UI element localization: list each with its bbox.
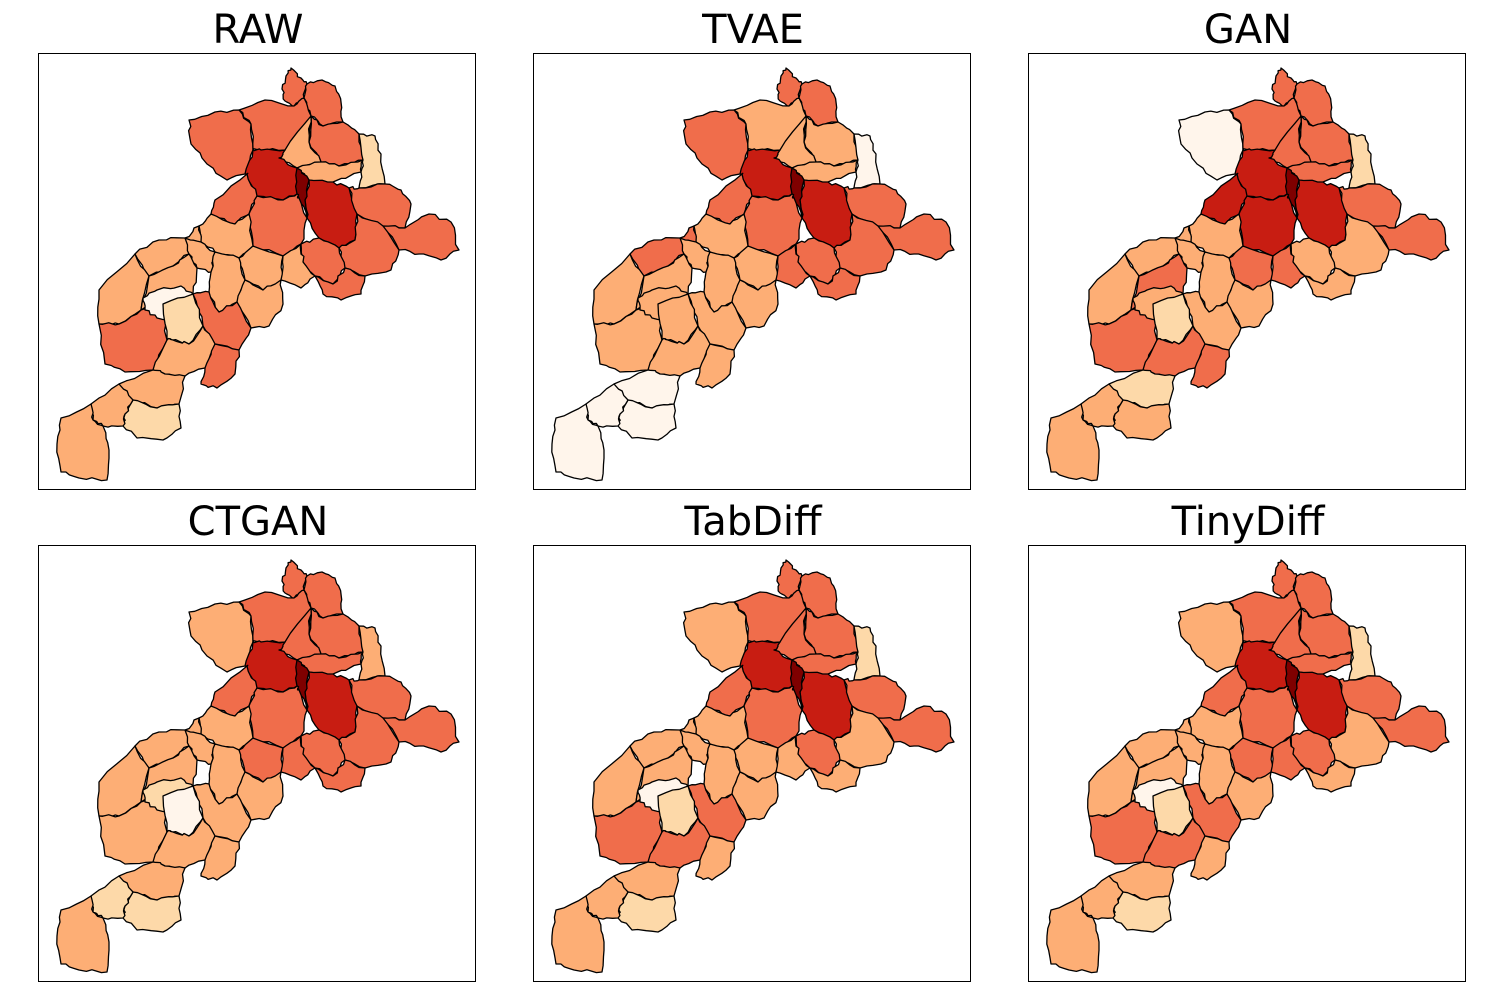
map-region bbox=[56, 403, 110, 482]
map-region bbox=[56, 895, 110, 974]
map-region bbox=[121, 891, 182, 933]
map-region bbox=[1190, 835, 1231, 881]
panel-title-gan: GAN bbox=[1203, 7, 1293, 53]
map-region bbox=[1177, 109, 1244, 181]
map-region bbox=[304, 179, 358, 249]
map-region bbox=[247, 193, 308, 257]
map-region bbox=[1111, 399, 1172, 441]
map-region bbox=[682, 601, 749, 673]
map-panel-gan bbox=[1028, 53, 1466, 490]
map-region bbox=[853, 625, 881, 681]
map-region bbox=[695, 835, 736, 881]
panel-title-tinydiff: TinyDiff bbox=[1171, 499, 1325, 545]
map-region bbox=[551, 403, 605, 482]
panel-title-raw: RAW bbox=[212, 7, 304, 53]
map-panel-tvae bbox=[533, 53, 971, 490]
choropleth-map bbox=[1046, 559, 1450, 974]
map-region bbox=[200, 835, 241, 881]
panel-title-tvae: TVAE bbox=[702, 7, 804, 53]
map-region bbox=[1294, 671, 1348, 741]
map-region bbox=[1348, 625, 1376, 681]
map-region bbox=[616, 891, 677, 933]
map-region bbox=[1111, 891, 1172, 933]
map-region bbox=[1177, 601, 1244, 673]
map-panel-tabdiff bbox=[533, 545, 971, 982]
map-region bbox=[247, 685, 308, 749]
map-region bbox=[695, 343, 736, 389]
map-panel-raw bbox=[38, 53, 476, 490]
map-region bbox=[742, 685, 803, 749]
map-region bbox=[809, 759, 861, 793]
map-region bbox=[314, 267, 366, 301]
map-region bbox=[358, 625, 386, 681]
map-region bbox=[304, 671, 358, 741]
map-region bbox=[1348, 133, 1376, 189]
map-region bbox=[809, 267, 861, 301]
map-region bbox=[551, 895, 605, 974]
map-region bbox=[187, 109, 254, 181]
map-region bbox=[1190, 343, 1231, 389]
map-region bbox=[799, 671, 853, 741]
map-region bbox=[1046, 895, 1100, 974]
map-region bbox=[1046, 403, 1100, 482]
map-region bbox=[616, 399, 677, 441]
panel-title-tabdiff: TabDiff bbox=[684, 499, 822, 545]
map-region bbox=[1237, 193, 1298, 257]
choropleth-map bbox=[551, 559, 955, 974]
map-region bbox=[799, 179, 853, 249]
map-region bbox=[1237, 685, 1298, 749]
map-region bbox=[1304, 759, 1356, 793]
choropleth-map bbox=[56, 67, 460, 482]
map-region bbox=[853, 133, 881, 189]
map-region bbox=[314, 759, 366, 793]
map-region bbox=[1294, 179, 1348, 249]
map-region bbox=[742, 193, 803, 257]
choropleth-map bbox=[56, 559, 460, 974]
choropleth-map bbox=[1046, 67, 1450, 482]
map-panel-ctgan bbox=[38, 545, 476, 982]
map-region bbox=[1304, 267, 1356, 301]
map-region bbox=[358, 133, 386, 189]
panel-title-ctgan: CTGAN bbox=[187, 499, 329, 545]
map-region bbox=[682, 109, 749, 181]
map-region bbox=[187, 601, 254, 673]
map-region bbox=[121, 399, 182, 441]
choropleth-map bbox=[551, 67, 955, 482]
map-panel-tinydiff bbox=[1028, 545, 1466, 982]
map-region bbox=[200, 343, 241, 389]
